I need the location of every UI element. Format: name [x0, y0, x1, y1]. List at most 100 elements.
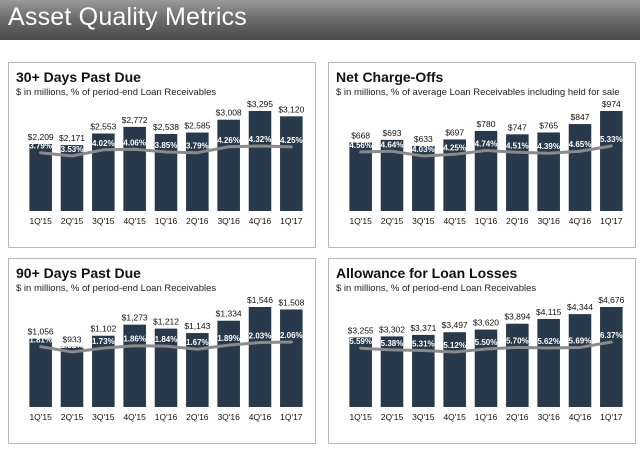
bar [412, 146, 435, 211]
page-header: Asset Quality Metrics [0, 0, 640, 40]
ratio-label: 4.06% [123, 138, 146, 147]
bar-value-label: $747 [508, 122, 527, 132]
x-tick-label: 2Q'15 [61, 412, 84, 422]
chart-subtitle: $ in millions, % of period-end Loan Rece… [336, 283, 537, 294]
chart-30-days-past-due: $2,209 1Q'15 $2,171 2Q'15 $2,553 3Q'15 $2,772 4… [28, 99, 305, 226]
x-tick-label: 1Q'15 [29, 216, 52, 226]
ratio-label: 4.03% [412, 145, 435, 154]
x-tick-label: 3Q'15 [92, 216, 115, 226]
chart-net-charge-offs: $668 1Q'15 $693 2Q'15 $633 3Q'15 $697 4Q'15 $780… [349, 99, 623, 226]
bar [29, 143, 52, 211]
ratio-label: 1.67% [186, 338, 209, 347]
ratio-label: 4.02% [92, 139, 115, 148]
bar [217, 119, 240, 211]
bar [380, 139, 404, 211]
bar-value-label: $3,255 [348, 325, 374, 335]
bar-value-label: $1,143 [184, 321, 210, 331]
ratio-label: 5.70% [506, 336, 529, 345]
x-tick-label: 1Q'17 [600, 412, 623, 422]
bar-value-label: $2,772 [122, 115, 148, 125]
ratio-label: 5.33% [600, 135, 623, 144]
bar-value-label: $633 [414, 134, 433, 144]
x-tick-label: 2Q'15 [381, 412, 404, 422]
x-tick-label: 2Q'15 [61, 216, 84, 226]
x-tick-label: 3Q'16 [217, 412, 240, 422]
x-tick-label: 4Q'15 [443, 412, 466, 422]
bar [600, 307, 623, 407]
bar [380, 336, 404, 407]
x-tick-label: 4Q'16 [569, 412, 592, 422]
x-tick-label: 4Q'16 [249, 412, 272, 422]
x-tick-label: 3Q'16 [217, 216, 240, 226]
ratio-label: 3.79% [29, 142, 52, 151]
ratio-label: 1.73% [92, 337, 115, 346]
ratio-line [39, 340, 293, 354]
ratio-label: 5.38% [381, 339, 404, 348]
bar [506, 323, 529, 407]
bar [60, 145, 84, 211]
ratio-label: 4.32% [249, 135, 272, 144]
x-tick-label: 1Q'16 [475, 216, 498, 226]
chart-panel-90-days-past-due: 90+ Days Past Due $ in millions, % of pe… [8, 258, 316, 444]
bar-value-label: $2,171 [59, 133, 85, 143]
chart-title: Net Charge-Offs [336, 69, 444, 85]
x-tick-label: 3Q'15 [92, 412, 115, 422]
bar-value-label: $974 [602, 99, 621, 109]
bar [600, 111, 623, 211]
x-tick-label: 2Q'16 [186, 412, 209, 422]
x-tick-label: 2Q'16 [186, 216, 209, 226]
chart-subtitle: $ in millions, % of period-end Loan Rece… [16, 283, 217, 294]
bar-value-label: $3,008 [216, 108, 242, 118]
bar-value-label: $668 [351, 130, 370, 140]
bar-value-label: $1,212 [153, 317, 179, 327]
bar [92, 335, 115, 407]
chart-title: Allowance for Loan Losses [336, 265, 518, 281]
bar [443, 139, 466, 211]
x-tick-label: 1Q'16 [475, 412, 498, 422]
x-tick-label: 1Q'16 [155, 216, 178, 226]
bar [217, 320, 240, 407]
chart-panel-net-charge-offs: Net Charge-Offs $ in millions, % of aver… [328, 62, 636, 248]
x-tick-label: 4Q'15 [123, 412, 146, 422]
bar-value-label: $1,102 [90, 324, 116, 334]
bar-value-label: $2,585 [184, 121, 210, 131]
ratio-label: 1.81% [29, 336, 52, 345]
x-tick-label: 1Q'16 [155, 412, 178, 422]
bar [537, 318, 560, 407]
chart-allowance-for-loan-losses: $3,255 1Q'15 $3,302 2Q'15 $3,371 3Q'15 $3,497 4… [348, 295, 625, 422]
bar [349, 337, 372, 407]
ratio-label: 3.53% [61, 145, 84, 154]
chart-panel-30-days-past-due: 30+ Days Past Due $ in millions, % of pe… [8, 62, 316, 248]
ratio-label: 4.26% [217, 136, 240, 145]
bar-value-label: $1,273 [122, 313, 148, 323]
bar [568, 314, 592, 407]
ratio-label: 5.12% [443, 341, 466, 350]
bar-value-label: $3,295 [247, 99, 273, 109]
ratio-line [39, 144, 293, 158]
bar [248, 307, 272, 407]
x-tick-label: 4Q'15 [443, 216, 466, 226]
x-tick-label: 2Q'16 [506, 412, 529, 422]
bar-value-label: $3,497 [442, 320, 468, 330]
ratio-label: 6.37% [600, 331, 623, 340]
ratio-label: 4.25% [280, 136, 303, 145]
ratio-label: 5.69% [569, 336, 592, 345]
x-tick-label: 4Q'15 [123, 216, 146, 226]
bar [280, 309, 303, 407]
bar [349, 142, 372, 211]
bar-value-label: $2,538 [153, 122, 179, 132]
ratio-label: 4.56% [349, 141, 372, 150]
ratio-label: 1.86% [123, 335, 146, 344]
bar [568, 124, 592, 211]
ratio-label: 4.64% [381, 140, 404, 149]
bar-value-label: $3,302 [379, 324, 405, 334]
ratio-label: 5.50% [475, 338, 498, 347]
chart-90-days-past-due: $1,056 1Q'15 $933 2Q'15 $1,102 3Q'15 $1,273 4Q'… [28, 295, 305, 422]
ratio-line [359, 144, 613, 158]
bar-value-label: $4,344 [567, 302, 593, 312]
bar-value-label: $1,508 [278, 297, 304, 307]
ratio-label: 2.03% [249, 332, 272, 341]
bar-value-label: $933 [63, 335, 82, 345]
bar-value-label: $847 [571, 112, 590, 122]
ratio-label: 5.59% [349, 337, 372, 346]
